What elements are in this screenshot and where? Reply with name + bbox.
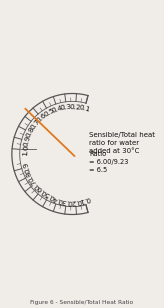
Text: 0.1: 0.1 — [78, 104, 91, 113]
Text: 0.1: 0.1 — [78, 195, 91, 204]
Text: 0.5: 0.5 — [43, 107, 56, 118]
Text: 1.0: 1.0 — [22, 144, 29, 156]
Text: 0.4: 0.4 — [51, 104, 64, 114]
Text: Figure 6 - Sensible/Total Heat Ratio: Figure 6 - Sensible/Total Heat Ratio — [31, 300, 133, 305]
Text: Sensible/Total heat
ratio for water
added at 30°C: Sensible/Total heat ratio for water adde… — [89, 132, 155, 154]
Text: 0.4: 0.4 — [51, 194, 64, 204]
Text: 0.8: 0.8 — [25, 169, 36, 182]
Text: 0.8: 0.8 — [25, 126, 36, 139]
Text: 0.7: 0.7 — [29, 118, 41, 131]
Text: 0.9: 0.9 — [22, 135, 31, 147]
Text: 0.3: 0.3 — [60, 197, 72, 205]
Text: 0.5: 0.5 — [43, 190, 56, 201]
Text: 0.6: 0.6 — [35, 184, 48, 196]
Text: Ratio
= 6.00/9.23
= 6.5: Ratio = 6.00/9.23 = 6.5 — [89, 152, 129, 173]
Text: 0.2: 0.2 — [70, 198, 82, 205]
Text: 0.3: 0.3 — [60, 103, 72, 111]
Text: 0.6: 0.6 — [35, 112, 48, 124]
Text: 0.9: 0.9 — [22, 161, 31, 173]
Text: 0.7: 0.7 — [29, 177, 41, 190]
Text: 0.2: 0.2 — [70, 103, 82, 110]
